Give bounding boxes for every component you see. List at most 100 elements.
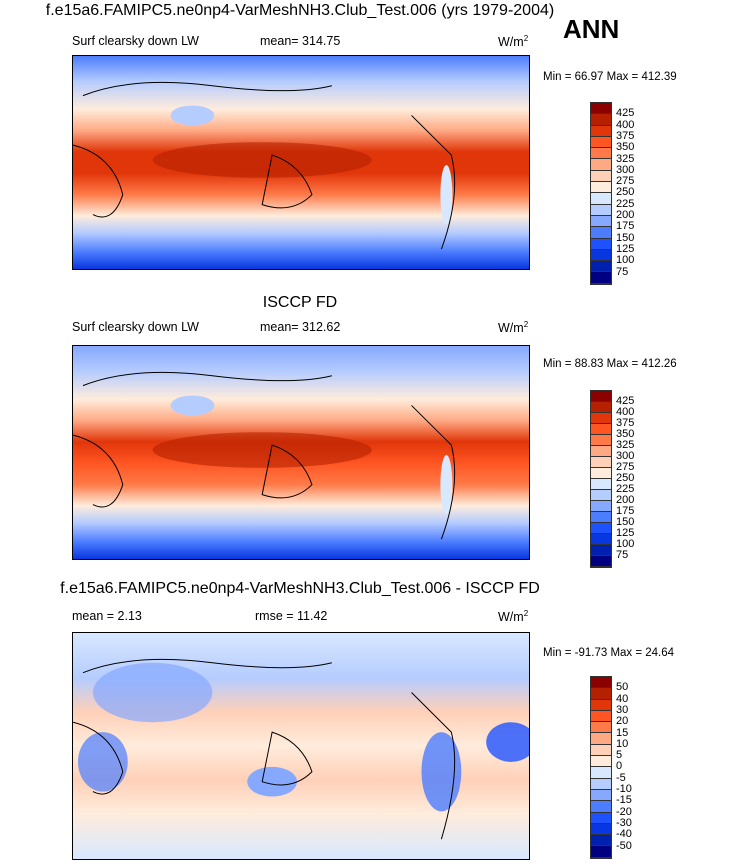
colorbar-label: -5 [616, 771, 626, 784]
units-exponent: 2 [523, 609, 529, 618]
tibet-low [170, 395, 215, 416]
min-max-label: Min = 66.97 Max = 412.39 [543, 71, 677, 83]
colorbar-box [591, 136, 611, 149]
colorbar-label: 225 [616, 197, 635, 210]
colorbar-label: 125 [616, 242, 635, 255]
colorbar-box [591, 227, 611, 239]
colorbar-box [591, 193, 611, 205]
colorbar-label: 75 [616, 265, 629, 278]
colorbar-label: 250 [616, 186, 635, 199]
tibet-low [170, 105, 215, 126]
colorbar-label: 150 [616, 516, 635, 528]
colorbar-box [591, 835, 611, 847]
colorbar-box [591, 778, 611, 790]
colorbar [590, 102, 612, 285]
colorbar [590, 390, 612, 568]
colorbar-label: 150 [616, 231, 635, 244]
map-panel [72, 55, 530, 270]
colorbar-label: 30 [616, 703, 629, 716]
colorbar-box [591, 699, 611, 711]
colorbar-label: -10 [616, 783, 632, 795]
colorbar-label: 175 [616, 220, 635, 233]
map-panel [72, 632, 530, 860]
colorbar-box [591, 556, 611, 567]
colorbar-label: 225 [616, 483, 635, 495]
panel-left-label: Surf clearsky down LW [72, 320, 199, 334]
units-label: W/m2 [498, 316, 528, 335]
colorbar-label: 325 [616, 152, 635, 165]
colorbar-box [591, 182, 611, 194]
colorbar-label: 375 [616, 129, 635, 142]
colorbar-label: -40 [616, 828, 632, 841]
colorbar-box [591, 215, 611, 228]
colorbar-label: 50 [616, 681, 629, 694]
colorbar-label: 15 [616, 726, 629, 739]
australia-bias [247, 766, 298, 797]
colorbar-box [591, 446, 611, 457]
colorbar-label: 100 [616, 254, 635, 267]
colorbar-label: 75 [616, 549, 629, 561]
panel-center-label: mean= 312.62 [260, 320, 341, 334]
min-max-label: Min = -91.73 Max = 24.64 [543, 647, 675, 659]
colorbar-box [591, 391, 611, 402]
colorbar-box [591, 710, 611, 723]
colorbar-label: 400 [616, 406, 635, 418]
units-label: W/m2 [498, 605, 528, 624]
colorbar-label: 20 [616, 715, 629, 728]
colorbar-box [591, 688, 611, 700]
colorbar-label: 350 [616, 141, 635, 154]
africa-bias [77, 732, 128, 792]
colorbar-label: -15 [616, 794, 632, 807]
colorbar-box [591, 733, 611, 745]
colorbar-label: 275 [616, 461, 635, 473]
colorbar-label: -50 [616, 839, 632, 852]
coastline [73, 371, 456, 540]
colorbar-label: 200 [616, 494, 635, 506]
colorbar-box [591, 479, 611, 490]
season-label: ANN [563, 14, 620, 44]
colorbar-box [591, 801, 611, 813]
units-label: W/m2 [498, 30, 528, 49]
colorbar-label: 300 [616, 450, 635, 462]
colorbar-label: 100 [616, 538, 635, 550]
colorbar-box [591, 512, 611, 523]
colorbar-box [591, 789, 611, 802]
colorbar-box [591, 125, 611, 137]
colorbar-box [591, 261, 611, 273]
warm-pool [152, 432, 372, 468]
map-field [73, 633, 529, 859]
colorbar [590, 676, 612, 859]
colorbar-box [591, 170, 611, 183]
colorbar-label: 0 [616, 760, 623, 773]
colorbar-label: 175 [616, 505, 635, 517]
samerica-bias [421, 732, 462, 812]
atlantic-bias [486, 722, 529, 762]
colorbar-box [591, 204, 611, 216]
units-text: W/m [498, 610, 524, 625]
panel-title: f.e15a6.FAMIPC5.ne0np4-VarMeshNH3.Club_T… [45, 2, 555, 19]
colorbar-label: 300 [616, 163, 635, 176]
min-max-label: Min = 88.83 Max = 412.26 [543, 358, 677, 370]
colorbar-label: -20 [616, 805, 632, 818]
panel-title: f.e15a6.FAMIPC5.ne0np4-VarMeshNH3.Club_T… [60, 580, 540, 597]
map-field [73, 56, 529, 269]
colorbar-box [591, 435, 611, 446]
colorbar-label: 425 [616, 395, 635, 407]
colorbar-box [591, 103, 611, 115]
coastline [73, 658, 456, 840]
andes [440, 454, 453, 515]
warm-pool [152, 142, 372, 178]
panel-center-label: mean= 314.75 [260, 34, 341, 48]
panel-title: ISCCP FD [262, 294, 338, 311]
colorbar-label: -30 [616, 816, 632, 829]
coastline [73, 81, 456, 250]
panel-left-label: Surf clearsky down LW [72, 34, 199, 48]
colorbar-label: 125 [616, 527, 635, 539]
colorbar-box [591, 846, 611, 858]
colorbar-box [591, 744, 611, 757]
colorbar-box [591, 812, 611, 824]
colorbar-label: 250 [616, 472, 635, 484]
colorbar-box [591, 457, 611, 468]
colorbar-label: 325 [616, 439, 635, 451]
map-panel [72, 345, 530, 560]
